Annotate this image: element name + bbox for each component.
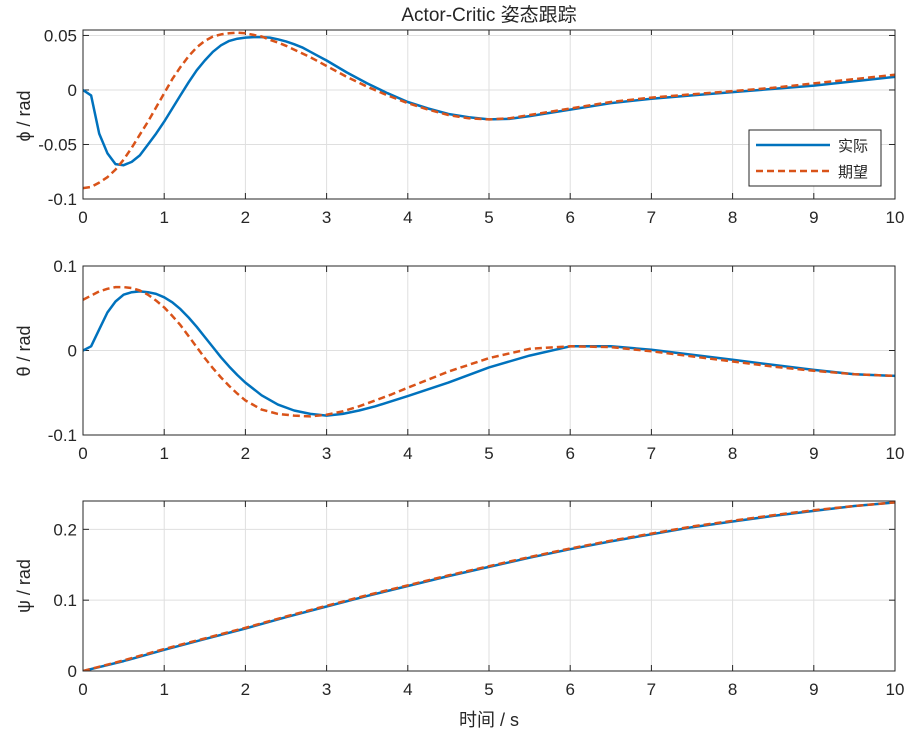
phi-xtick-label: 7 (647, 208, 656, 227)
theta-xtick-label: 5 (484, 444, 493, 463)
phi-xtick-label: 0 (78, 208, 87, 227)
theta-axes: 0 1 2 3 4 5 6 7 8 9 10-0.100.1 (48, 257, 905, 463)
phi-ylabel: ϕ / rad (14, 90, 34, 141)
theta-xtick-label: 10 (886, 444, 905, 463)
theta-ytick-label: 0 (68, 342, 77, 361)
phi-xtick-label: 8 (728, 208, 737, 227)
phi-xtick-label: 6 (565, 208, 574, 227)
psi-xtick-label: 1 (159, 680, 168, 699)
phi-xtick-label: 10 (886, 208, 905, 227)
theta-axes-frame (82, 265, 896, 436)
psi-ytick-label: 0 (68, 662, 77, 681)
psi-xtick-label: 6 (565, 680, 574, 699)
theta-xtick-label: 7 (647, 444, 656, 463)
psi-xtick-label: 7 (647, 680, 656, 699)
legend-label-actual: 实际 (838, 138, 868, 155)
psi-xtick-label: 5 (484, 680, 493, 699)
theta-xtick-label: 8 (728, 444, 737, 463)
theta-xtick-label: 6 (565, 444, 574, 463)
chart-title: Actor-Critic 姿态跟踪 (401, 4, 576, 26)
theta-xtick-label: 3 (322, 444, 331, 463)
theta-xtick-label: 4 (403, 444, 412, 463)
theta-xtick-label: 9 (809, 444, 818, 463)
theta-ytick-label: -0.1 (48, 426, 77, 445)
psi-ytick-label: 0.1 (53, 591, 77, 610)
legend-label-desired: 期望 (838, 164, 868, 181)
theta-xtick-label: 0 (78, 444, 87, 463)
psi-xtick-label: 2 (241, 680, 250, 699)
legend: 实际 期望 (748, 129, 882, 187)
theta-xtick-label: 1 (159, 444, 168, 463)
phi-ytick-label: 0.05 (44, 26, 77, 45)
psi-xtick-label: 10 (886, 680, 905, 699)
psi-xtick-label: 8 (728, 680, 737, 699)
psi-xtick-label: 9 (809, 680, 818, 699)
phi-xtick-label: 1 (159, 208, 168, 227)
theta-xtick-label: 2 (241, 444, 250, 463)
phi-ytick-label: -0.05 (38, 135, 77, 154)
phi-series-desired-line (83, 31, 895, 190)
phi-ytick-label: 0 (68, 81, 77, 100)
psi-xtick-label: 0 (78, 680, 87, 699)
xlabel: 时间 / s (459, 710, 519, 730)
theta-series-desired-line (83, 285, 895, 418)
psi-axes: 0 1 2 3 4 5 6 7 8 9 10 0 0.1 0.2 (53, 500, 905, 699)
phi-xtick-label: 4 (403, 208, 412, 227)
phi-xtick-label: 5 (484, 208, 493, 227)
legend-box (748, 129, 882, 187)
phi-xtick-label: 9 (809, 208, 818, 227)
phi-axes-frame (82, 29, 896, 200)
theta-ytick-label: 0.1 (53, 257, 77, 276)
phi-xtick-label: 3 (322, 208, 331, 227)
phi-xtick-label: 2 (241, 208, 250, 227)
psi-xtick-label: 4 (403, 680, 412, 699)
phi-ytick-label: -0.1 (48, 190, 77, 209)
theta-ylabel: θ / rad (14, 325, 34, 376)
psi-series-desired-line (83, 501, 895, 671)
psi-axes-frame (82, 500, 896, 672)
phi-axes: 0 1 2 3 4 5 6 7 8 9 10 -0.1 -0.05 0 0.05 (38, 26, 904, 227)
psi-ytick-label: 0.2 (53, 520, 77, 539)
psi-xtick-label: 3 (322, 680, 331, 699)
psi-ylabel: ψ / rad (14, 559, 34, 613)
